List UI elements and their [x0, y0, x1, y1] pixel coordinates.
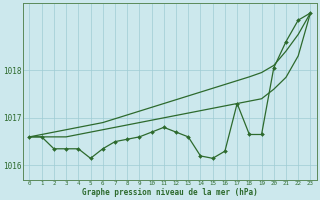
X-axis label: Graphe pression niveau de la mer (hPa): Graphe pression niveau de la mer (hPa)	[82, 188, 258, 197]
